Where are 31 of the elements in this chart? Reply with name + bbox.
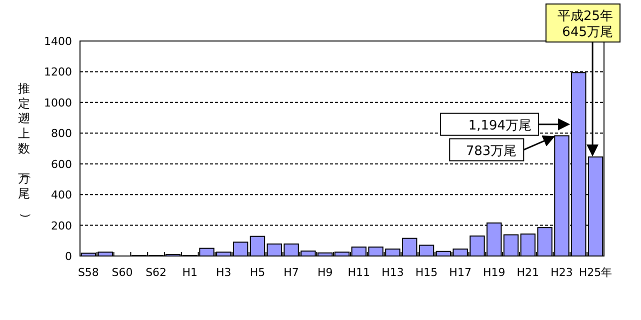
annotation: 783万尾	[449, 135, 556, 162]
x-tick-label: H15	[415, 266, 438, 279]
x-tick-label: S58	[78, 266, 99, 279]
x-tick-label: S62	[146, 266, 167, 279]
x-tick-label: H1	[182, 266, 198, 279]
x-tick-label: H11	[348, 266, 370, 279]
y-tick-label: 800	[51, 127, 72, 140]
y-tick-label: 200	[51, 219, 72, 232]
x-tick-label: H3	[216, 266, 232, 279]
y-tick-label: 1400	[44, 35, 72, 48]
x-tick-label: H19	[482, 266, 506, 279]
y-tick-label: 1000	[44, 96, 72, 110]
x-tick-label: H5	[250, 266, 266, 279]
x-tick-label: H7	[284, 266, 299, 279]
annotation: 平成25年 645万尾	[557, 9, 613, 40]
x-tick-label: H9	[317, 266, 333, 279]
x-tick-label: S60	[112, 266, 133, 279]
y-tick-label: 1200	[44, 66, 72, 79]
y-tick-label: 600	[51, 158, 72, 171]
x-tick-label: H25年	[578, 266, 612, 279]
annotation: 1,194万尾	[440, 112, 570, 136]
annotation: 平成25年 645万尾	[546, 4, 620, 156]
annotation: 783万尾	[466, 144, 517, 159]
x-tick-label: H23	[550, 266, 573, 279]
annotation: 1,194万尾	[468, 118, 532, 134]
y-tick-label: 0	[65, 250, 72, 263]
x-tick-label: H13	[382, 266, 404, 279]
text: 推定遡上数（万尾）	[18, 82, 33, 224]
x-tick-label: H21	[516, 266, 540, 279]
y-tick-label: 400	[51, 188, 72, 202]
x-tick-label: H17	[449, 266, 472, 279]
